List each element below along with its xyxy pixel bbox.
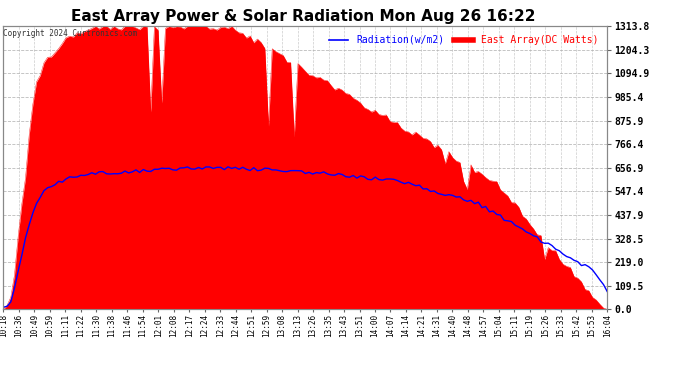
Text: Copyright 2024 Curtronics.com: Copyright 2024 Curtronics.com bbox=[3, 29, 137, 38]
Text: East Array Power & Solar Radiation Mon Aug 26 16:22: East Array Power & Solar Radiation Mon A… bbox=[71, 9, 536, 24]
Legend: Radiation(w/m2), East Array(DC Watts): Radiation(w/m2), East Array(DC Watts) bbox=[325, 31, 602, 49]
